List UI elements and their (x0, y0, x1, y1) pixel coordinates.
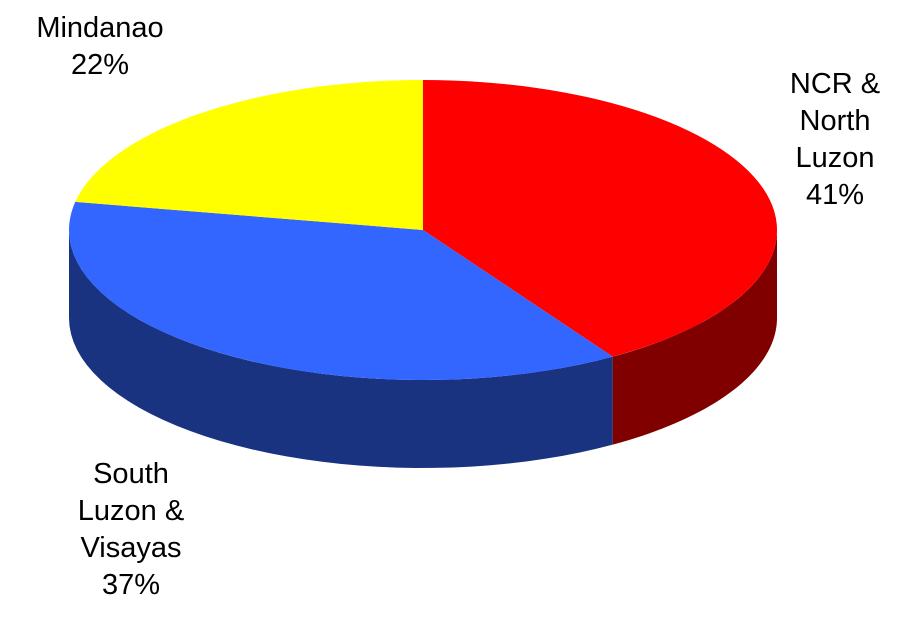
slice-label-line: Visayas (80, 532, 182, 564)
slice-value-label: 41% (805, 179, 865, 211)
pie-slice-mindanao (75, 80, 424, 230)
pie-tops (68, 80, 778, 381)
pie-side-ncr-north-luzon (612, 230, 777, 445)
slice-label-line: Luzon (795, 142, 875, 174)
slice-label-line: South (93, 458, 169, 490)
slice-value-label: 22% (70, 49, 130, 81)
slice-label-south-luzon-visayas: South Luzon & Visayas 37% (56, 456, 206, 604)
slice-label-line: NCR & (789, 68, 881, 100)
slice-label-line: Luzon & (77, 495, 185, 527)
pie-slice-ncr-north-luzon (423, 80, 778, 357)
pie-side-south-luzon-visayas (69, 230, 613, 468)
slice-value-label: 37% (101, 569, 161, 601)
slice-label-ncr-north-luzon: NCR & North Luzon 41% (770, 66, 900, 214)
slice-label-line: Mindanao (36, 12, 164, 44)
slice-label-mindanao: Mindanao 22% (10, 10, 190, 84)
pie-slice-south-luzon-visayas (68, 201, 613, 381)
pie-sides (69, 230, 777, 468)
slice-label-line: North (799, 105, 871, 137)
